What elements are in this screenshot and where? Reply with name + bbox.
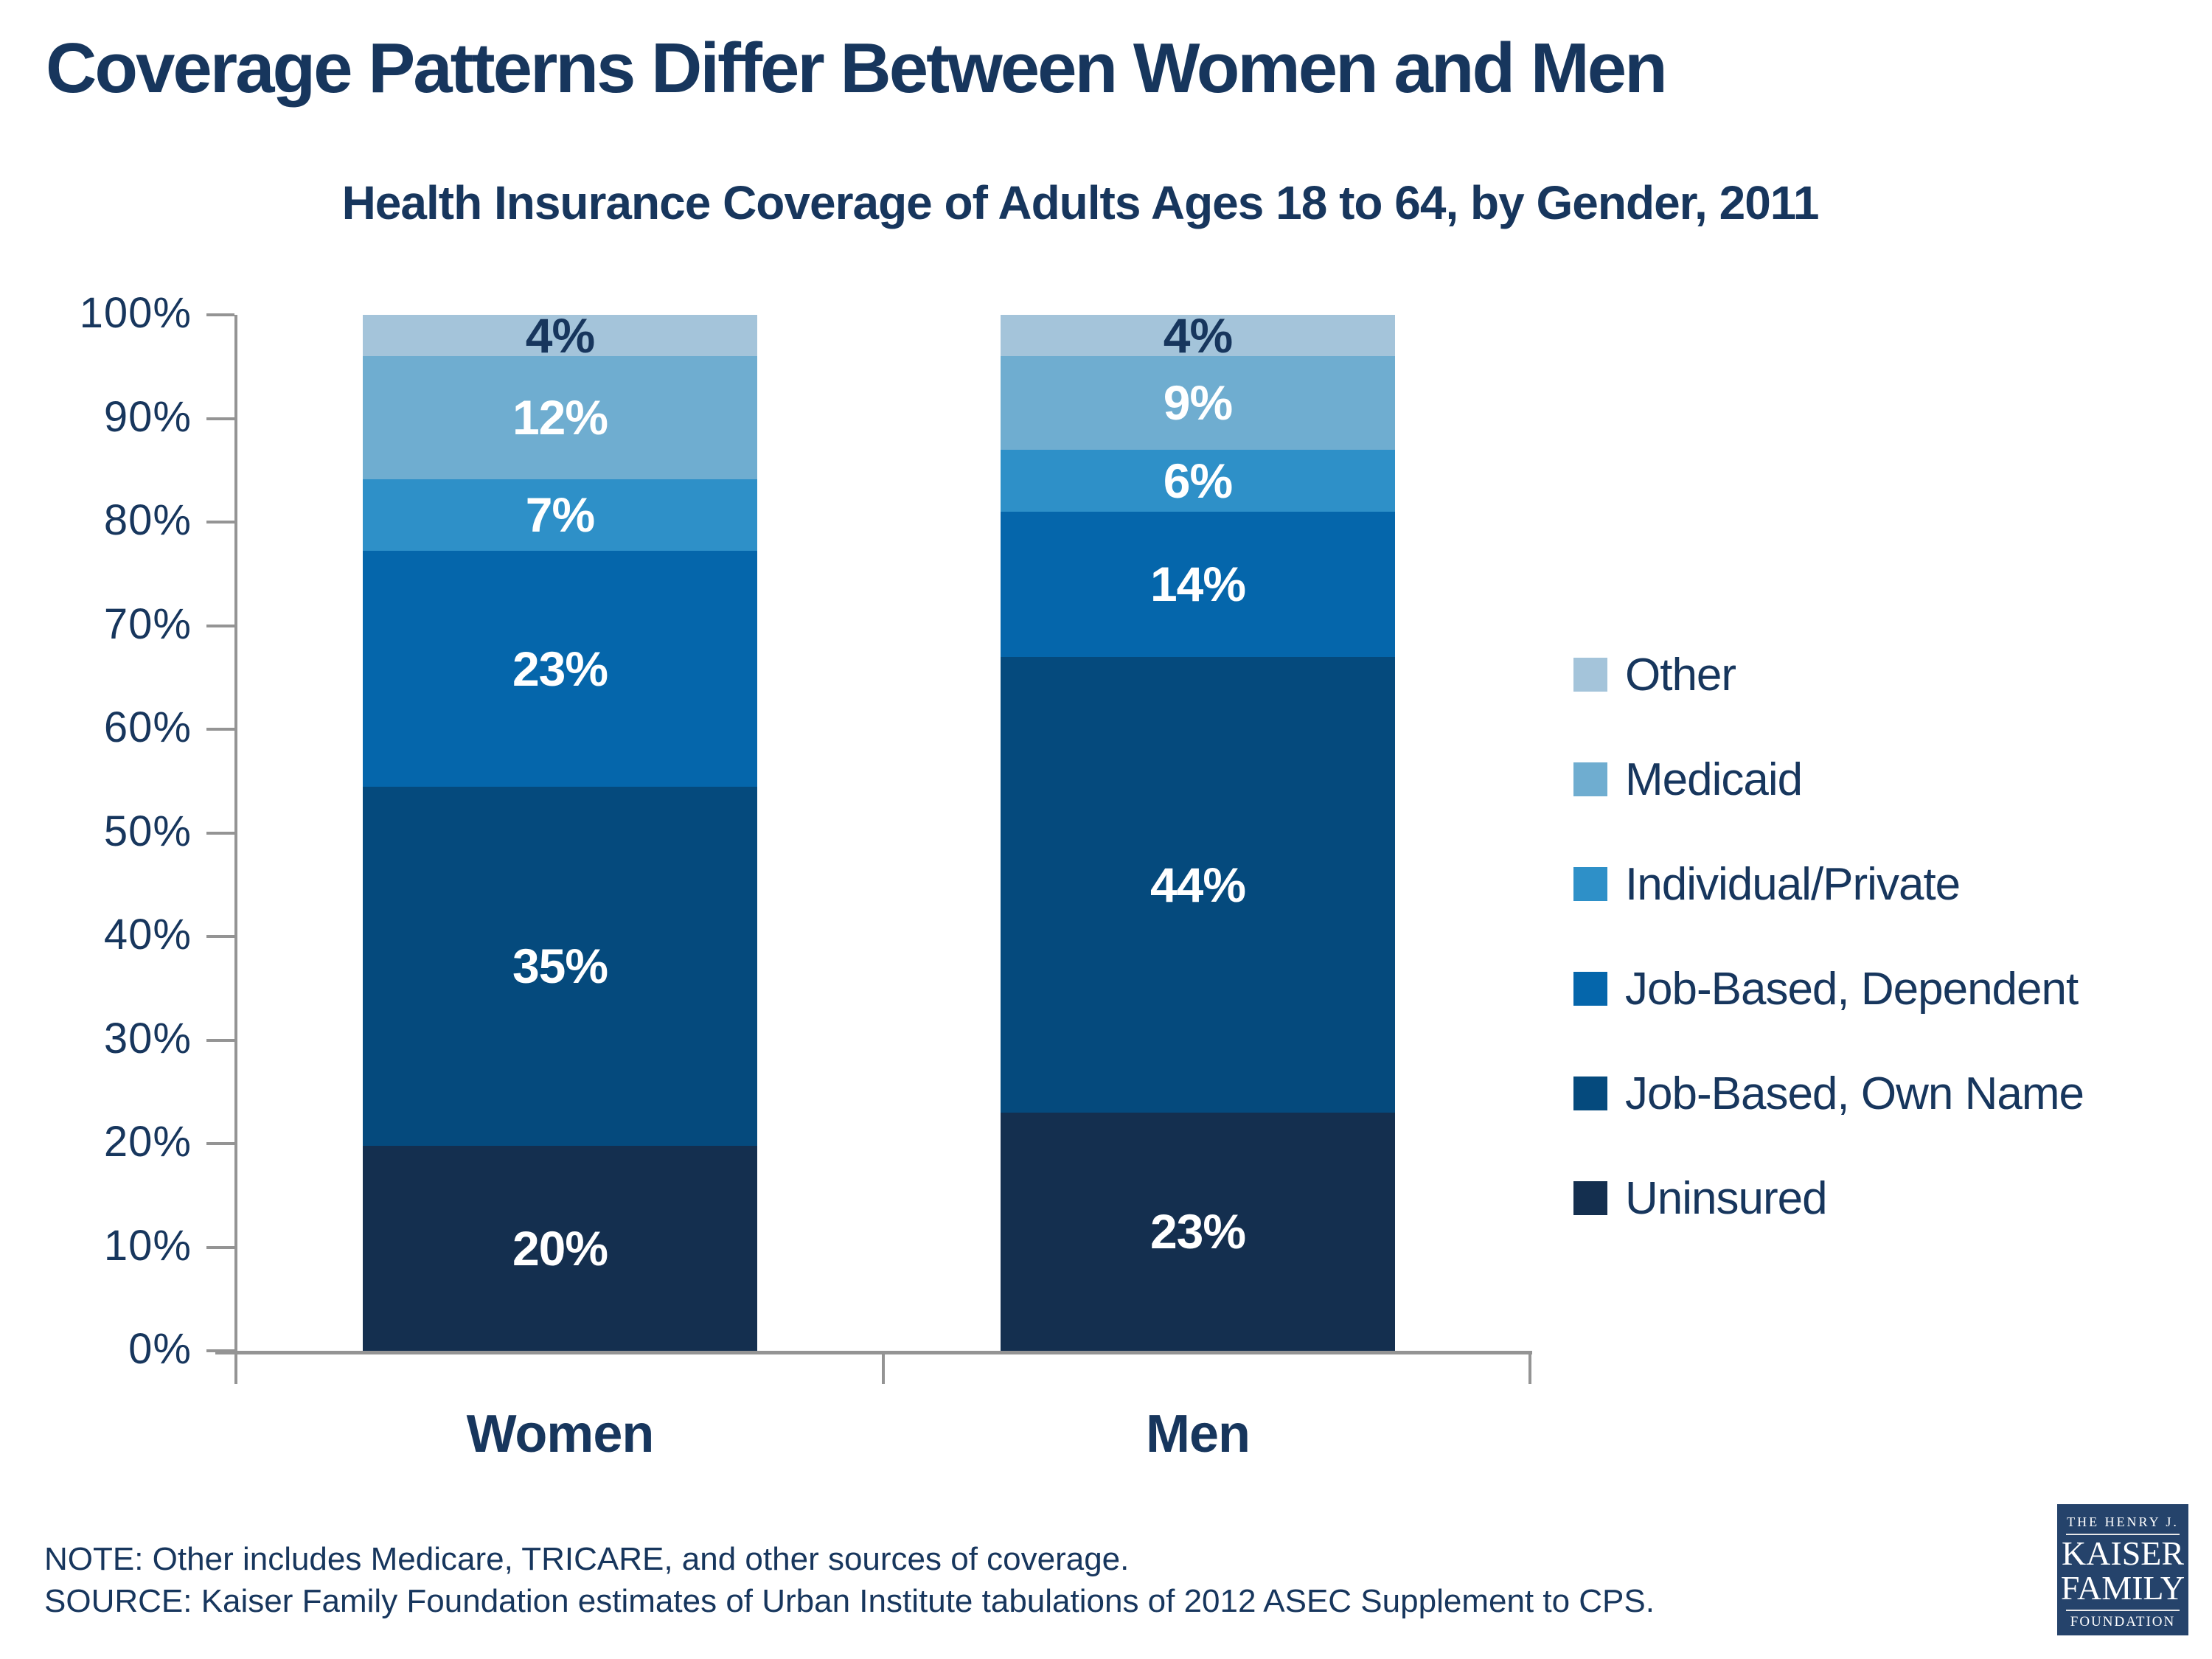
y-tick-label: 0% [128,1325,192,1373]
segment-value-label: 4% [525,307,595,363]
chart-subtitle: Health Insurance Coverage of Adults Ages… [341,176,1820,229]
y-tick-label: 100% [79,289,192,337]
bar-women: 20% 35% 23% 7% 12% 4% [363,311,757,1351]
y-tick-mark [206,1142,234,1145]
segment-value-label: 20% [512,1220,608,1276]
y-tick-mark [206,313,234,316]
y-tick-mark [206,1038,234,1042]
logo-rule-top [2066,1534,2180,1535]
legend-row-individual-private: Individual/Private [1573,832,2084,936]
logo-family: FAMILY [2060,1568,2185,1607]
y-tick-mark [206,1349,234,1352]
segment-women-job-based-own-name: 35% [363,786,757,1146]
logo-henry-j: THE HENRY J. [2067,1514,2179,1529]
legend-swatch-icon [1573,867,1607,901]
source-line: SOURCE: Kaiser Family Foundation estimat… [44,1583,1655,1619]
segment-women-job-based-dependent: 23% [363,550,757,787]
segment-men-medicaid: 9% [1001,356,1395,450]
segment-value-label: 23% [1150,1204,1246,1259]
legend-label: Uninsured [1625,1172,1828,1224]
category-label-men: Men [1146,1405,1251,1464]
y-tick-label: 40% [103,911,192,959]
segment-women-individual-private: 7% [363,479,757,551]
legend-swatch-icon [1573,972,1607,1006]
segment-men-job-based-own-name: 44% [1001,656,1395,1113]
y-tick-mark [206,935,234,938]
y-tick-mark [206,1245,234,1249]
segment-value-label: 9% [1163,375,1233,431]
segment-value-label: 4% [1163,308,1233,364]
segment-women-uninsured: 20% [363,1145,757,1351]
y-tick-label: 20% [103,1118,192,1166]
legend-swatch-icon [1573,1181,1607,1215]
y-axis-line [234,315,237,1384]
y-tick-label: 80% [103,496,192,544]
y-tick-label: 50% [103,807,192,855]
segment-women-other: 4% [363,311,757,360]
y-tick-mark [206,417,234,420]
y-tick-label: 90% [103,392,192,441]
segment-value-label: 35% [512,939,608,994]
page-title: Coverage Patterns Differ Between Women a… [46,29,1668,108]
y-tick-label: 30% [103,1014,192,1062]
segment-value-label: 6% [1163,453,1233,508]
legend-row-job-based-own-name: Job-Based, Own Name [1573,1041,2084,1146]
segment-men-job-based-dependent: 14% [1001,511,1395,657]
segment-value-label: 14% [1150,557,1246,612]
kff-logo: THE HENRY J. KAISER FAMILY FOUNDATION [2057,1504,2188,1635]
legend-label: Job-Based, Own Name [1625,1068,2084,1119]
legend-swatch-icon [1573,1077,1607,1110]
segment-value-label: 12% [512,390,608,445]
x-axis-tick-right [1528,1351,1531,1384]
y-tick-mark [206,831,234,835]
legend-label: Medicaid [1625,754,1803,805]
note-line: NOTE: Other includes Medicare, TRICARE, … [44,1541,1130,1577]
y-tick-label: 70% [103,599,192,648]
segment-men-uninsured: 23% [1001,1112,1395,1351]
legend-label: Job-Based, Dependent [1625,963,2079,1015]
y-tick-mark [206,728,234,731]
plot-area: 0% 10% 20% 30% 40% 50% 60% 70% 80% 90% 100% 20% 35% 2… [80,289,1532,1464]
category-label-women: Women [466,1405,655,1464]
legend: Other Medicaid Individual/Private Job-Based… [1573,622,2084,1251]
legend-swatch-icon [1573,762,1607,796]
logo-foundation: FOUNDATION [2070,1613,2176,1630]
x-axis-tick-mid [882,1351,885,1384]
y-tick-label: 10% [103,1221,192,1270]
y-tick-mark [206,521,234,524]
segment-value-label: 7% [525,487,595,543]
legend-swatch-icon [1573,658,1607,692]
footnotes: NOTE: Other includes Medicare, TRICARE, … [44,1538,1655,1622]
segment-women-medicaid: 12% [363,355,757,479]
legend-row-job-based-dependent: Job-Based, Dependent [1573,936,2084,1041]
segment-men-other: 4% [1001,311,1395,360]
legend-label: Other [1625,649,1736,700]
legend-row-uninsured: Uninsured [1573,1146,2084,1251]
segment-value-label: 23% [512,641,608,696]
segment-men-individual-private: 6% [1001,449,1395,512]
logo-rule-bottom [2066,1609,2180,1611]
segment-value-label: 44% [1150,857,1246,912]
x-axis-line [215,1351,1532,1354]
legend-label: Individual/Private [1625,858,1961,910]
y-tick-mark [206,624,234,627]
legend-row-medicaid: Medicaid [1573,727,2084,832]
bar-men: 23% 44% 14% 6% 9% 4% [1001,311,1395,1351]
logo-kaiser: KAISER [2061,1534,2185,1572]
legend-row-other: Other [1573,622,2084,727]
y-tick-label: 60% [103,703,192,751]
